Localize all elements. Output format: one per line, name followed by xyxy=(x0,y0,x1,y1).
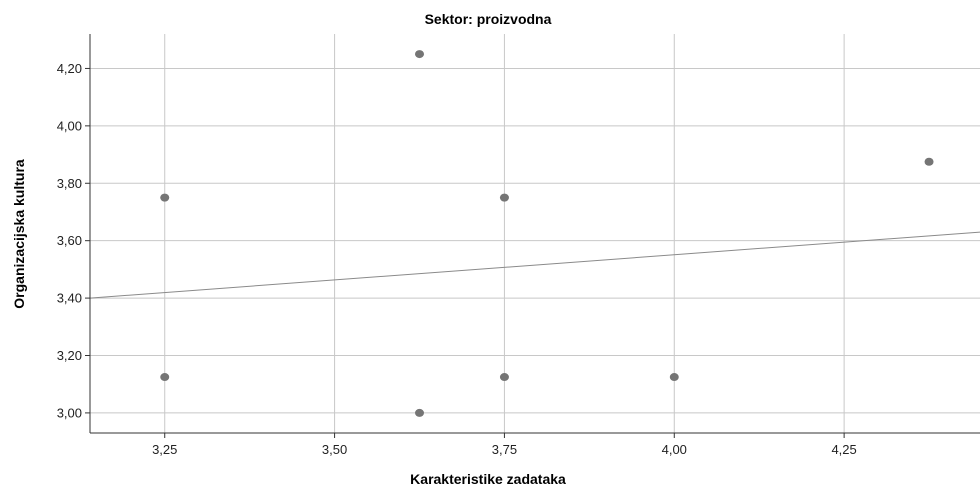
data-point-6 xyxy=(669,373,679,382)
y-tick-label: 3,00 xyxy=(57,405,82,420)
x-axis-ticks: 3,25 3,50 3,75 4,00 4,25 xyxy=(152,433,857,457)
data-point-7 xyxy=(924,157,934,166)
y-tick-label: 3,40 xyxy=(57,291,82,306)
y-tick-label: 4,20 xyxy=(57,61,82,76)
data-point-0 xyxy=(160,193,170,202)
y-tick-label: 3,20 xyxy=(57,348,82,363)
y-tick-label: 4,00 xyxy=(57,118,82,133)
data-point-5 xyxy=(499,373,509,382)
x-axis-label: Karakteristike zadataka xyxy=(410,471,566,487)
x-tick-label: 3,50 xyxy=(322,442,347,457)
y-tick-label: 3,60 xyxy=(57,233,82,248)
data-point-1 xyxy=(160,373,170,382)
data-point-4 xyxy=(499,193,509,202)
grid-lines xyxy=(90,34,980,433)
fit-line xyxy=(89,231,980,299)
data-point-2 xyxy=(415,50,425,59)
x-tick-label: 4,25 xyxy=(831,442,856,457)
x-tick-label: 3,75 xyxy=(492,442,517,457)
data-points xyxy=(160,50,934,417)
x-tick-label: 4,00 xyxy=(662,442,687,457)
data-point-3 xyxy=(415,408,425,417)
chart-title: Sektor: proizvodna xyxy=(425,11,552,27)
y-axis-label: Organizacijska kultura xyxy=(11,159,27,309)
y-axis-ticks: 3,00 3,20 3,40 3,60 3,80 4,00 4,20 xyxy=(57,61,90,420)
x-tick-label: 3,25 xyxy=(152,442,177,457)
y-tick-label: 3,80 xyxy=(57,176,82,191)
